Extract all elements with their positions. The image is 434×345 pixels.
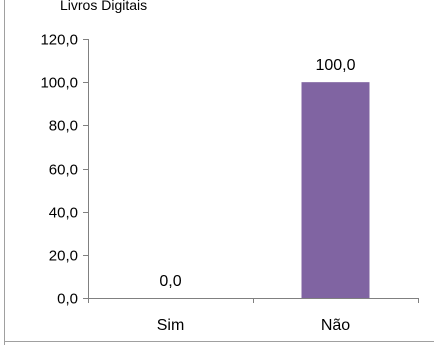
y-tick-label: 20,0 bbox=[49, 248, 78, 265]
data-label: 100,0 bbox=[315, 57, 355, 74]
y-tick-label: 40,0 bbox=[49, 205, 78, 222]
x-category-label: Sim bbox=[157, 317, 185, 334]
y-tick-label: 60,0 bbox=[49, 162, 78, 179]
x-category-label: Não bbox=[321, 317, 350, 334]
bar-1 bbox=[301, 82, 370, 299]
y-tick-label: 80,0 bbox=[49, 118, 78, 135]
data-label: 0,0 bbox=[159, 273, 181, 290]
y-tick-label: 100,0 bbox=[40, 75, 78, 92]
chart-title: Livros Digitais bbox=[60, 0, 147, 13]
y-tick-label: 0,0 bbox=[57, 291, 78, 308]
y-tick-label: 120,0 bbox=[40, 32, 78, 49]
